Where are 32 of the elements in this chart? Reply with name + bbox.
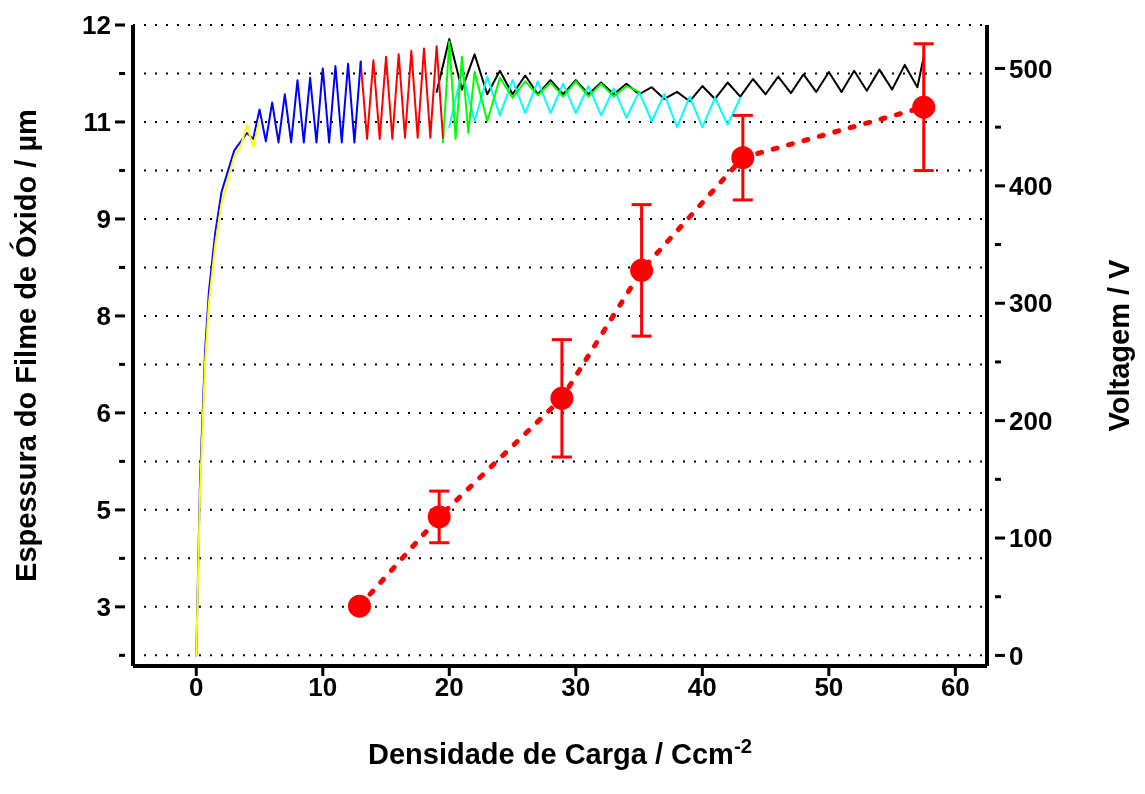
text: 5 — [96, 494, 111, 525]
y2-tick-label: 400 — [1009, 170, 1053, 201]
line-series — [359, 45, 444, 140]
text: 11 — [83, 107, 111, 138]
text: 12 — [82, 10, 111, 41]
y2-axis-title: Voltagem / V — [1103, 258, 1136, 432]
point — [731, 146, 755, 170]
text: 3 — [96, 591, 111, 622]
x-tick-label: 10 — [308, 672, 338, 703]
x-axis-title: Densidade de Carga / Ccm$^{-2}$ — [368, 735, 752, 770]
text: 8 — [96, 301, 111, 332]
point — [347, 594, 371, 618]
x-tick-label: 40 — [687, 672, 717, 703]
point — [550, 386, 574, 410]
line-series — [195, 119, 261, 657]
point — [630, 258, 654, 282]
y2-tick-label: 200 — [1009, 405, 1053, 436]
x-tick-label: 30 — [561, 672, 591, 703]
x-tick-label: 50 — [814, 672, 844, 703]
point — [427, 505, 451, 529]
text: 9 — [96, 204, 111, 235]
y2-tick-label: 100 — [1009, 523, 1053, 554]
text: 6 — [96, 398, 111, 428]
point — [912, 95, 936, 119]
x-tick-label: 0 — [189, 672, 204, 703]
line-series — [441, 40, 641, 144]
y2-tick-label: 500 — [1009, 53, 1053, 84]
y2-tick-label: 300 — [1009, 288, 1053, 319]
x-tick-label: 20 — [434, 672, 464, 703]
y-axis-title: Espessura do Filme de Óxido / µm — [9, 109, 43, 582]
x-tick-label: 60 — [940, 672, 970, 703]
y2-tick-label: 0 — [1009, 640, 1024, 671]
